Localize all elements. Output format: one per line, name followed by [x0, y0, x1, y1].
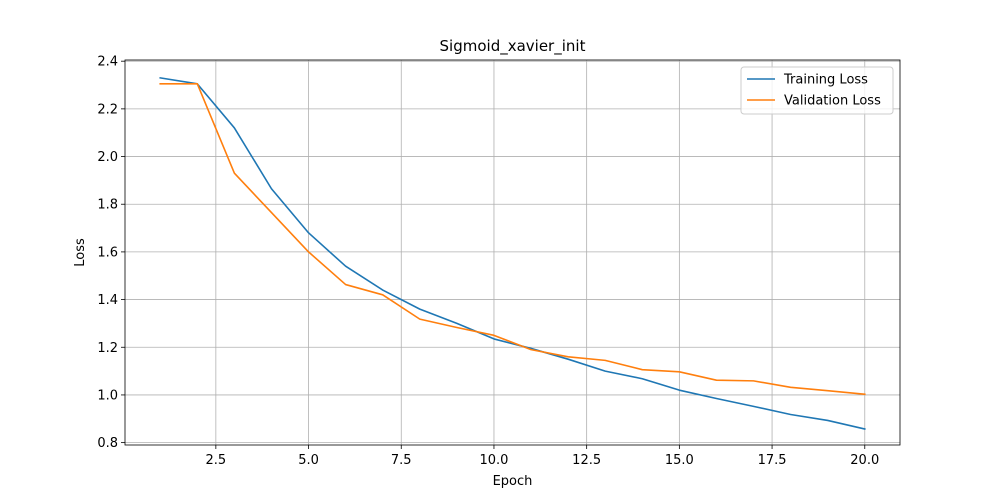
y-tick-label: 2.4 [97, 55, 118, 70]
x-tick-label: 15.0 [665, 453, 694, 468]
y-axis-label: Loss [73, 238, 88, 267]
chart-title: Sigmoid_xavier_init [440, 37, 586, 56]
x-tick-label: 10.0 [479, 453, 508, 468]
legend-box [740, 66, 894, 115]
y-tick-label: 2.0 [97, 150, 118, 165]
plot-frame [124, 59, 901, 446]
y-tick-label: 1.6 [97, 245, 118, 260]
y-tick-label: 1.2 [97, 341, 118, 356]
series-line-validation-loss [159, 83, 866, 396]
y-tick-label: 1.0 [97, 388, 118, 403]
y-tick-label: 0.8 [97, 436, 118, 451]
x-axis-label: Epoch [493, 474, 533, 489]
tick-layer: 2.5 5.0 7.5 10.0 12.5 15.0 17.5 20.0 0.8 1.0 1.2 1.… [97, 55, 879, 468]
series-layer [159, 76, 866, 430]
x-tick-label: 12.5 [572, 453, 601, 468]
legend-label: Validation Loss [784, 94, 881, 109]
legend: Training Loss Validation Loss [740, 66, 894, 115]
x-tick-label: 2.5 [206, 453, 227, 468]
x-tick-label: 17.5 [758, 453, 787, 468]
x-tick-label: 7.5 [391, 453, 412, 468]
y-tick-label: 1.8 [97, 198, 118, 213]
legend-label: Training Loss [783, 73, 868, 88]
x-tick-label: 20.0 [850, 453, 879, 468]
x-tick-label: 5.0 [298, 453, 319, 468]
y-tick-label: 2.2 [97, 102, 118, 117]
series-line-training-loss [159, 76, 866, 430]
grid-layer [125, 60, 900, 445]
y-tick-label: 1.4 [97, 293, 118, 308]
